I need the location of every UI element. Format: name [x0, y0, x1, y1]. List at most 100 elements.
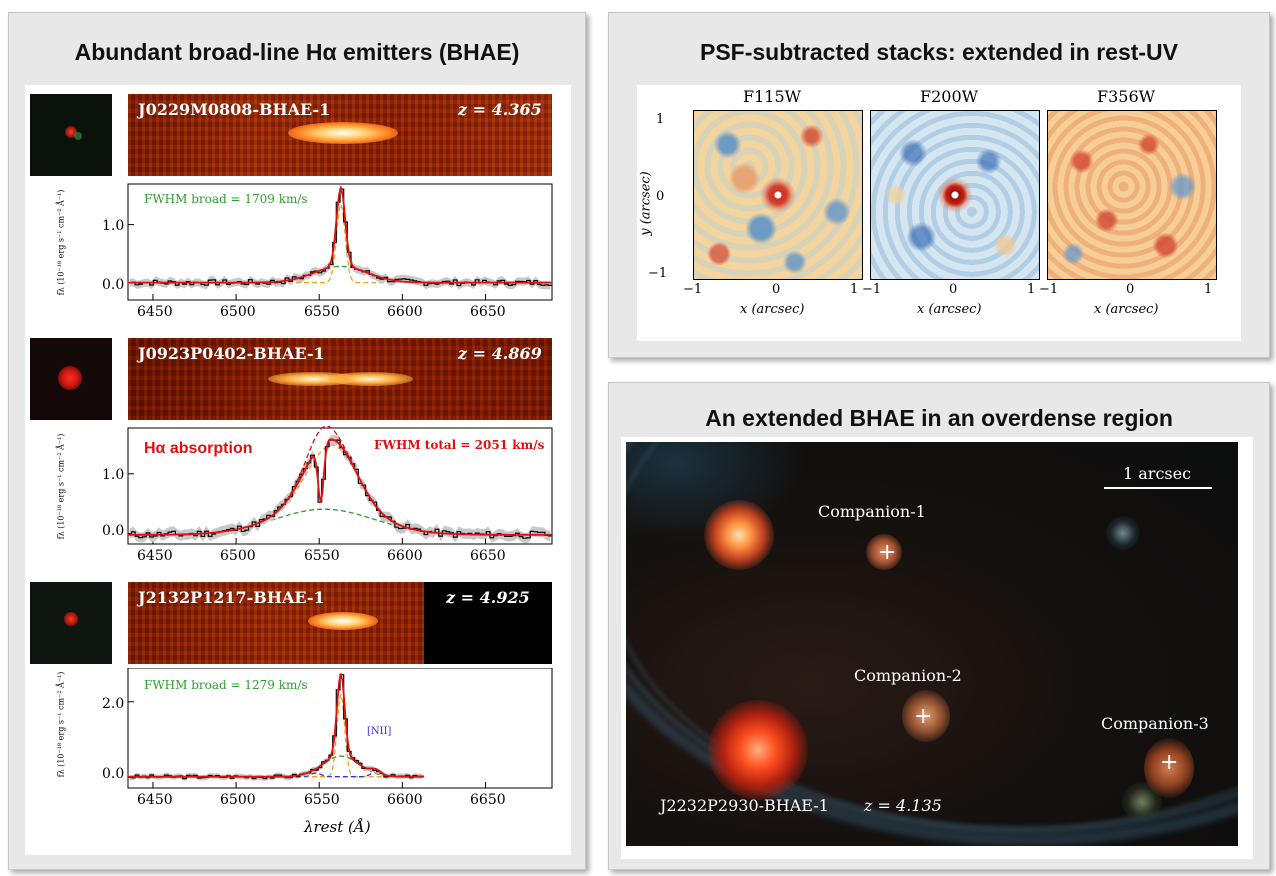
xtick-1-0: 6450 — [137, 304, 173, 320]
object-name-3: J2132P1217-BHAE-1 — [138, 588, 325, 607]
xtick-c-1: 1 — [1204, 282, 1213, 297]
crosshair-1: + — [878, 540, 897, 565]
xtick-3-2: 6550 — [304, 792, 340, 808]
narrow-component — [128, 444, 552, 536]
spectrum-3-svg — [127, 668, 553, 789]
image-stamp-1 — [30, 94, 112, 176]
model-fit — [128, 184, 552, 284]
xtick-1-1: 6500 — [220, 304, 256, 320]
xlabel-f200w: x (arcsec) — [917, 302, 982, 317]
redshift-3: z = 4.925 — [446, 588, 530, 607]
xtick-3-3: 6600 — [387, 792, 423, 808]
spectrum-2d-1: J0229M0808-BHAE-1 z = 4.365 — [128, 94, 552, 176]
ytick-2-0: 0.0 — [102, 523, 125, 539]
xticks-1: 6450 6500 6550 6600 6650 — [24, 304, 564, 322]
left-panel-title: Abundant broad-line Hα emitters (BHAE) — [74, 39, 520, 65]
ytick-stack-m1: −1 — [648, 266, 668, 281]
xtick-2-2: 6550 — [304, 548, 340, 564]
image-stamp-2 — [30, 338, 112, 420]
crosshair-3: + — [1160, 750, 1179, 775]
xtick-1-2: 6550 — [304, 304, 340, 320]
xtick-1-3: 6600 — [387, 304, 423, 320]
stack-panel-f115w — [693, 110, 863, 280]
target-redshift: z = 4.135 — [864, 796, 942, 815]
overdense-image: 1 arcsec Companion-1 + Companion-2 + Com… — [626, 442, 1238, 846]
ytick-2-1: 1.0 — [102, 467, 125, 483]
extra-label-2: Hα absorption — [144, 440, 253, 457]
xtick-a-1: 1 — [850, 282, 859, 297]
xticks-2: 6450 6500 6550 6600 6650 — [24, 548, 564, 566]
error-band — [129, 185, 551, 290]
intrinsic-profile — [285, 425, 362, 502]
companion-label-3: Companion-3 — [1101, 714, 1209, 733]
scale-label: 1 arcsec — [1123, 464, 1192, 483]
companion-source-1 — [866, 534, 902, 570]
spectrum-2d-3: J2132P1217-BHAE-1 z = 4.925 — [128, 582, 552, 664]
stack-panel-f200w — [870, 110, 1040, 280]
bright-source-1 — [704, 500, 774, 570]
bottom-right-panel-title: An extended BHAE in an overdense region — [705, 405, 1173, 431]
ytick-3-1: 2.0 — [102, 696, 125, 712]
xtick-2-0: 6450 — [137, 548, 173, 564]
xticks-3: 6450 6500 6550 6600 6650 — [24, 792, 564, 810]
ylabel-1: fλ (10⁻¹⁸ erg s⁻¹ cm⁻² Å⁻¹) — [56, 189, 66, 296]
xlabel-left: λrest (Å) — [304, 818, 371, 836]
xtick-3-0: 6450 — [137, 792, 173, 808]
stack-panel-f356w — [1047, 110, 1217, 280]
image-stamp-3 — [30, 582, 112, 664]
ytick-3-0: 0.0 — [102, 766, 125, 782]
spectrum-plot-2: Hα absorption FWHM total = 2051 km/s 0.0… — [24, 424, 564, 579]
xtick-b-m1: −1 — [862, 282, 882, 297]
xtick-2-3: 6600 — [387, 548, 423, 564]
redshift-2: z = 4.869 — [458, 344, 542, 363]
stack-images: y (arcsec) 1 0 −1 F115W F200W F356W −1 0… — [636, 84, 1240, 328]
xlabel-f115w: x (arcsec) — [740, 302, 805, 317]
xtick-c-0: 0 — [1126, 282, 1135, 297]
spectrum-2-svg — [127, 425, 553, 545]
line-label-3: [NII] — [367, 726, 392, 737]
annotation-3: FWHM broad = 1279 km/s — [144, 678, 308, 692]
ytick-stack-0: 0 — [656, 189, 665, 204]
ytick-1-0: 0.0 — [102, 277, 125, 293]
xtick-a-0: 0 — [772, 282, 781, 297]
faint-source-b — [1122, 782, 1162, 822]
spectrum-plot-1: FWHM broad = 1709 km/s 0.0 1.0 fλ (10⁻¹⁸… — [24, 180, 564, 335]
top-right-panel-title: PSF-subtracted stacks: extended in rest-… — [699, 39, 1179, 65]
stack-ylabel: y (arcsec) — [638, 171, 654, 236]
bright-source-2 — [708, 700, 808, 800]
xtick-a-m1: −1 — [683, 282, 703, 297]
xtick-2-1: 6500 — [220, 548, 256, 564]
ylabel-2: fλ (10⁻¹⁸ erg s⁻¹ cm⁻² Å⁻¹) — [56, 433, 66, 540]
model-fit — [128, 438, 552, 536]
xtick-3-4: 6650 — [470, 792, 506, 808]
companion-source-2 — [902, 690, 950, 742]
target-label: J2232P2930-BHAE-1 — [660, 796, 829, 815]
spectrum-1-svg — [127, 183, 553, 301]
ylabel-3: fλ (10⁻¹⁸ erg s⁻¹ cm⁻² Å⁻¹) — [56, 671, 66, 778]
xtick-b-1: 1 — [1027, 282, 1036, 297]
xtick-c-m1: −1 — [1039, 282, 1059, 297]
scale-bar — [1104, 487, 1212, 489]
object-name-2: J0923P0402-BHAE-1 — [138, 344, 325, 363]
spectrum-plot-3: FWHM broad = 1279 km/s [NII] 0.0 2.0 fλ … — [24, 668, 564, 848]
companion-label-1: Companion-1 — [818, 502, 926, 521]
object-name-1: J0229M0808-BHAE-1 — [138, 100, 331, 119]
model-fit — [128, 673, 424, 778]
crosshair-2: + — [914, 704, 933, 729]
faint-source-a — [1106, 516, 1140, 550]
error-band — [129, 672, 423, 782]
ytick-stack-1: 1 — [656, 112, 665, 127]
xtick-3-1: 6500 — [220, 792, 256, 808]
filter-label-f115w: F115W — [743, 87, 802, 106]
xlabel-f356w: x (arcsec) — [1094, 302, 1159, 317]
ytick-1-1: 1.0 — [102, 218, 125, 234]
xtick-b-0: 0 — [949, 282, 958, 297]
xtick-2-4: 6650 — [470, 548, 506, 564]
annotation-2: FWHM total = 2051 km/s — [374, 438, 545, 452]
filter-label-f356w: F356W — [1097, 87, 1156, 106]
xtick-1-4: 6650 — [470, 304, 506, 320]
narrow-component — [128, 202, 552, 284]
filter-label-f200w: F200W — [920, 87, 979, 106]
annotation-1: FWHM broad = 1709 km/s — [144, 192, 308, 206]
redshift-1: z = 4.365 — [458, 100, 542, 119]
